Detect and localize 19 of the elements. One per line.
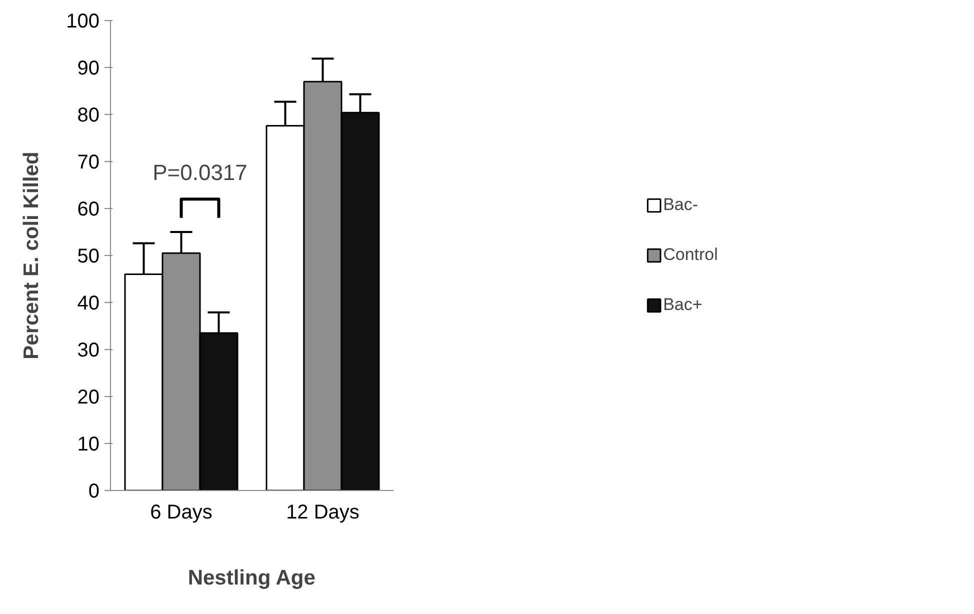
x-axis-title: Nestling Age	[188, 566, 316, 590]
y-tick-label: 30	[77, 340, 100, 362]
y-axis-title: Percent E. coli Killed	[20, 152, 44, 360]
y-tick-label: 20	[77, 386, 100, 408]
y-tick-label: 90	[77, 58, 100, 80]
y-tick-label: 40	[77, 292, 100, 314]
y-tick-label: 50	[77, 246, 100, 268]
y-tick-label: 70	[77, 152, 100, 174]
legend-label: Bac+	[663, 295, 702, 315]
y-tick-label: 0	[88, 480, 100, 502]
y-tick-label: 60	[77, 198, 100, 220]
x-tick-label: 6 Days	[150, 502, 212, 524]
y-tick-label: 100	[66, 10, 100, 32]
annotation: P=0.0317	[152, 160, 248, 185]
x-tick-label: 12 Days	[286, 502, 360, 524]
legend-label: Control	[663, 245, 718, 265]
legend-label: Bac-	[663, 195, 698, 215]
y-tick-label: 10	[77, 434, 100, 456]
y-tick-label: 80	[77, 104, 100, 126]
